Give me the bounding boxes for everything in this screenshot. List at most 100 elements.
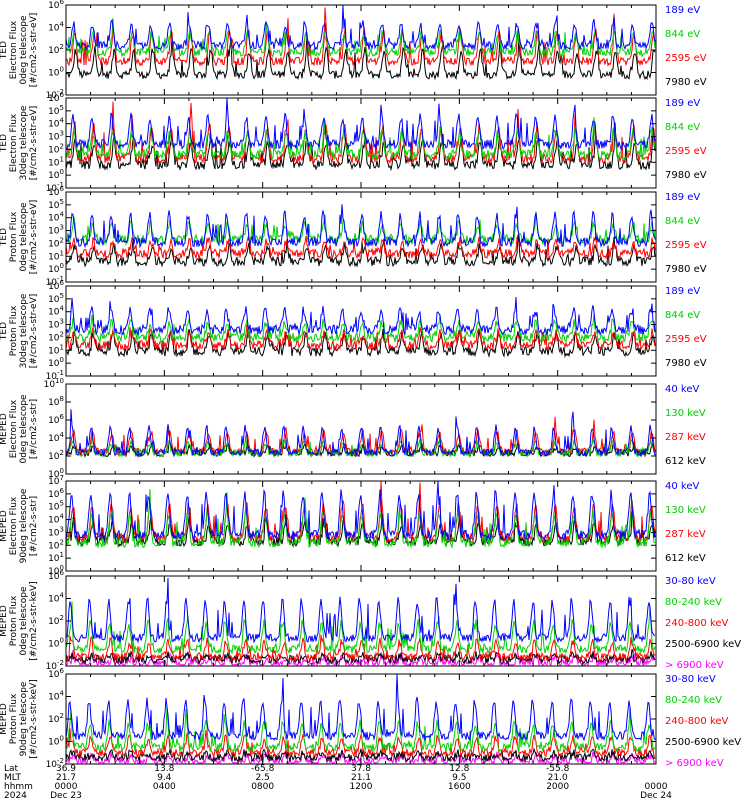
footer-value: Dec 24	[640, 791, 672, 800]
y-axis-label-line: [#/cm2-s-str-eV]	[29, 106, 39, 181]
y-axis-label-line: [#/cm2-s-str-eV]	[29, 13, 39, 88]
y-tick-label: 104	[48, 513, 64, 526]
y-tick-label: 101	[48, 249, 64, 262]
series-3-line	[66, 481, 656, 542]
y-tick-exponent: 0	[60, 66, 64, 74]
y-tick-exponent: 0	[60, 262, 64, 270]
y-tick-label: 102	[48, 43, 64, 56]
y-tick-exponent: 2	[60, 614, 64, 622]
y-tick-label: 105	[48, 292, 64, 305]
y-axis-label-line: Proton Flux	[9, 305, 19, 356]
legend-entry: > 6900 keV	[665, 758, 724, 769]
footer-row-label: hhmm	[4, 782, 33, 792]
legend-entry: 189 eV	[665, 98, 700, 109]
y-axis-label-line: Proton Flux	[9, 211, 19, 262]
legend-entry: 2595 eV	[665, 334, 707, 345]
y-tick-exponent: 5	[60, 198, 64, 206]
legend-entry: 7980 eV	[665, 264, 707, 275]
y-axis-label-line: MEPED	[0, 510, 9, 542]
y-tick-label: 104	[48, 690, 64, 703]
y-axis-label-line: [#/cm2-s-str-eV]	[29, 294, 39, 369]
footer-value: -55.8	[546, 764, 570, 774]
y-tick-exponent: 4	[60, 592, 65, 600]
series-3-line	[66, 98, 656, 151]
y-tick-exponent: 5	[60, 292, 64, 300]
series-2-line	[66, 117, 656, 161]
footer-value: 0000	[645, 782, 668, 792]
y-axis-label-line: Electron Flux	[9, 496, 19, 555]
legend-entry: > 6900 keV	[665, 660, 724, 671]
footer-value: 9.4	[157, 773, 172, 783]
y-tick-exponent: 10	[55, 377, 64, 385]
y-tick-label: 108	[48, 395, 64, 408]
series-3-line	[66, 601, 656, 655]
panel-plot-area	[66, 481, 656, 550]
y-tick-label: 101	[48, 155, 64, 168]
y-tick-exponent: 3	[60, 525, 64, 533]
legend-entry: 612 keV	[665, 553, 706, 564]
y-tick-label: 103	[48, 130, 64, 143]
legend-entry: 844 eV	[665, 310, 700, 321]
legend-entry: 287 keV	[665, 529, 706, 540]
footer-value: 0000	[55, 782, 78, 792]
series-3-line	[66, 204, 656, 249]
series-1-line	[66, 233, 656, 261]
y-axis-label: TED Electron Flux 30deg telescope [#/cm2-s-…	[0, 105, 39, 180]
y-tick-exponent: -2	[57, 757, 64, 765]
y-tick-exponent: 2	[60, 330, 64, 338]
y-axis-label-line: Proton Flux	[9, 693, 19, 744]
panel-frame	[65, 480, 657, 572]
y-axis-label: MEPED Proton Flux 0deg telescope [#/cm2-s-s…	[0, 581, 39, 660]
y-tick-exponent: 6	[60, 279, 65, 287]
y-axis-label-line: 0deg telescope	[19, 586, 29, 656]
y-axis-label-line: Electron Flux	[9, 399, 19, 458]
y-tick-exponent: 3	[60, 318, 64, 326]
y-axis-label: MEPED Proton Flux 90deg telescope [#/cm2-s-…	[0, 679, 39, 758]
footer-value: 2000	[546, 782, 569, 792]
y-tick-exponent: -1	[57, 181, 64, 189]
series-4-line	[66, 674, 656, 742]
y-tick-label: 100	[48, 262, 64, 275]
footer-value: Dec 23	[50, 791, 82, 800]
legend-entry: 7980 eV	[665, 77, 707, 88]
y-tick-exponent: 7	[60, 474, 64, 482]
y-axis-label: TED Proton Flux 0deg telescope [#/cm2-s-str…	[0, 200, 39, 275]
footer-value: 1200	[350, 782, 373, 792]
y-tick-label: 103	[48, 318, 64, 331]
y-tick-exponent: 2	[60, 43, 64, 51]
y-tick-label: 102	[48, 614, 64, 627]
y-tick-exponent: -1	[57, 275, 64, 283]
legend-entry: 2500-6900 keV	[665, 737, 741, 748]
legend-entry: 240-800 keV	[665, 618, 729, 629]
y-tick-exponent: 6	[60, 413, 65, 421]
y-tick-label: 100	[48, 637, 64, 650]
y-axis-label-line: Electron Flux	[9, 20, 19, 79]
y-tick-exponent: 4	[60, 431, 65, 439]
y-tick-label: 100	[48, 168, 64, 181]
y-tick-label: 101	[48, 551, 64, 564]
footer-value: 21.7	[56, 773, 76, 783]
y-axis-label-line: TED	[0, 41, 9, 60]
y-tick-label: 102	[48, 449, 64, 462]
series-1-line	[66, 324, 656, 352]
legend-entry: 7980 eV	[665, 358, 707, 369]
y-tick-exponent: 4	[60, 305, 65, 313]
legend-entry: 240-800 keV	[665, 716, 729, 727]
series-0-line	[66, 33, 656, 81]
y-tick-exponent: 4	[60, 21, 65, 29]
series-4-line	[66, 577, 655, 644]
y-tick-exponent: 0	[60, 735, 64, 743]
legend-entry: 2595 eV	[665, 53, 707, 64]
y-axis-label-line: [#/cm2-s-str]	[29, 399, 39, 459]
y-tick-exponent: 0	[60, 637, 64, 645]
y-tick-label: 104	[48, 431, 64, 444]
y-tick-exponent: 6	[60, 91, 65, 99]
footer-value: 21.0	[548, 773, 568, 783]
series-2-line	[66, 313, 656, 344]
footer-value: 0800	[251, 782, 274, 792]
footer-value: 9.5	[452, 773, 466, 783]
y-tick-label: 102	[48, 712, 64, 725]
series-0-line	[66, 234, 656, 268]
